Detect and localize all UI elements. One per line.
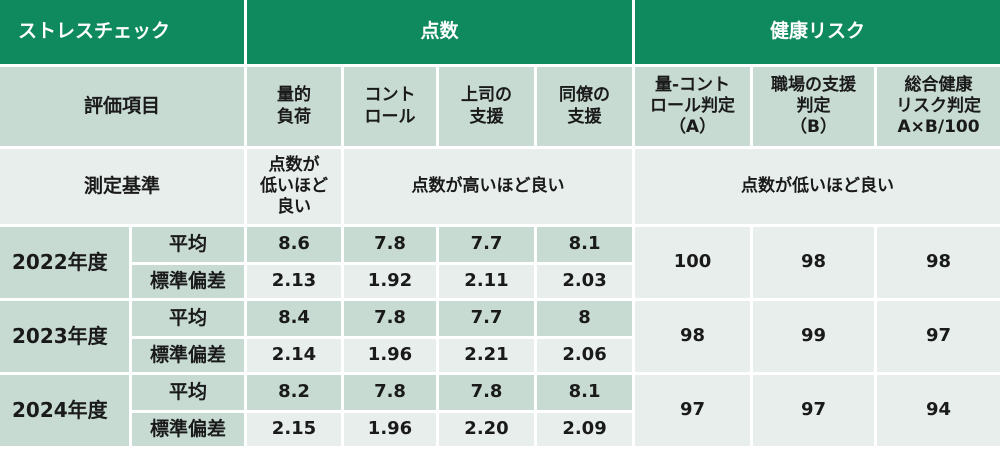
- items-label: 評価項目: [0, 67, 248, 149]
- table-cell: 7.8: [344, 375, 440, 413]
- criteria-high-good: 点数が高いほど良い: [344, 149, 636, 227]
- year-label: 2023年度: [0, 301, 132, 375]
- row-label-mean: 平均: [132, 375, 248, 413]
- table-cell: 2.21: [439, 339, 538, 375]
- risk-column-header: 総合健康 リスク判定 A×B/100: [877, 67, 1000, 149]
- risk-cell: 97: [877, 301, 1000, 375]
- table-cell: 1.92: [344, 265, 440, 301]
- header-score: 点数: [247, 0, 636, 67]
- table-cell: 2.09: [537, 413, 636, 449]
- risk-cell: 97: [635, 375, 754, 449]
- table-cell: 2.14: [247, 339, 345, 375]
- table-cell: 8: [537, 301, 636, 339]
- criteria-label: 測定基準: [0, 149, 248, 227]
- row-label-mean: 平均: [132, 227, 248, 265]
- risk-cell: 94: [877, 375, 1000, 449]
- table-cell: 7.7: [439, 227, 538, 265]
- column-header: 同僚の 支援: [537, 67, 636, 149]
- risk-cell: 98: [753, 227, 878, 301]
- stress-check-table: ストレスチェック 点数 健康リスク 評価項目 量的 負荷 コント ロール 上司の…: [0, 0, 1000, 449]
- column-header: コント ロール: [344, 67, 440, 149]
- table-cell: 2.11: [439, 265, 538, 301]
- header-title: ストレスチェック: [0, 0, 248, 67]
- table-cell: 8.6: [247, 227, 345, 265]
- table-cell: 2.15: [247, 413, 345, 449]
- table-cell: 2.03: [537, 265, 636, 301]
- table-cell: 8.1: [537, 375, 636, 413]
- criteria-low-good: 点数が 低いほど 良い: [247, 149, 345, 227]
- table-cell: 7.8: [344, 227, 440, 265]
- table-cell: 1.96: [344, 413, 440, 449]
- row-label-sd: 標準偏差: [132, 339, 248, 375]
- criteria-risk-low-good: 点数が低いほど良い: [635, 149, 1000, 227]
- table-cell: 8.2: [247, 375, 345, 413]
- table-cell: 7.8: [344, 301, 440, 339]
- row-label-mean: 平均: [132, 301, 248, 339]
- table-cell: 2.13: [247, 265, 345, 301]
- table-cell: 7.7: [439, 301, 538, 339]
- header-risk: 健康リスク: [635, 0, 1000, 67]
- table-cell: 7.8: [439, 375, 538, 413]
- risk-cell: 99: [753, 301, 878, 375]
- row-label-sd: 標準偏差: [132, 413, 248, 449]
- risk-cell: 100: [635, 227, 754, 301]
- column-header: 上司の 支援: [439, 67, 538, 149]
- table-cell: 2.06: [537, 339, 636, 375]
- row-label-sd: 標準偏差: [132, 265, 248, 301]
- risk-column-header: 職場の支援 判定 （B）: [753, 67, 878, 149]
- table-cell: 8.1: [537, 227, 636, 265]
- column-header: 量的 負荷: [247, 67, 345, 149]
- risk-cell: 98: [877, 227, 1000, 301]
- table-cell: 2.20: [439, 413, 538, 449]
- risk-cell: 98: [635, 301, 754, 375]
- year-label: 2024年度: [0, 375, 132, 449]
- year-label: 2022年度: [0, 227, 132, 301]
- risk-column-header: 量-コント ロール判定 （A）: [635, 67, 754, 149]
- table-cell: 1.96: [344, 339, 440, 375]
- risk-cell: 97: [753, 375, 878, 449]
- table-cell: 8.4: [247, 301, 345, 339]
